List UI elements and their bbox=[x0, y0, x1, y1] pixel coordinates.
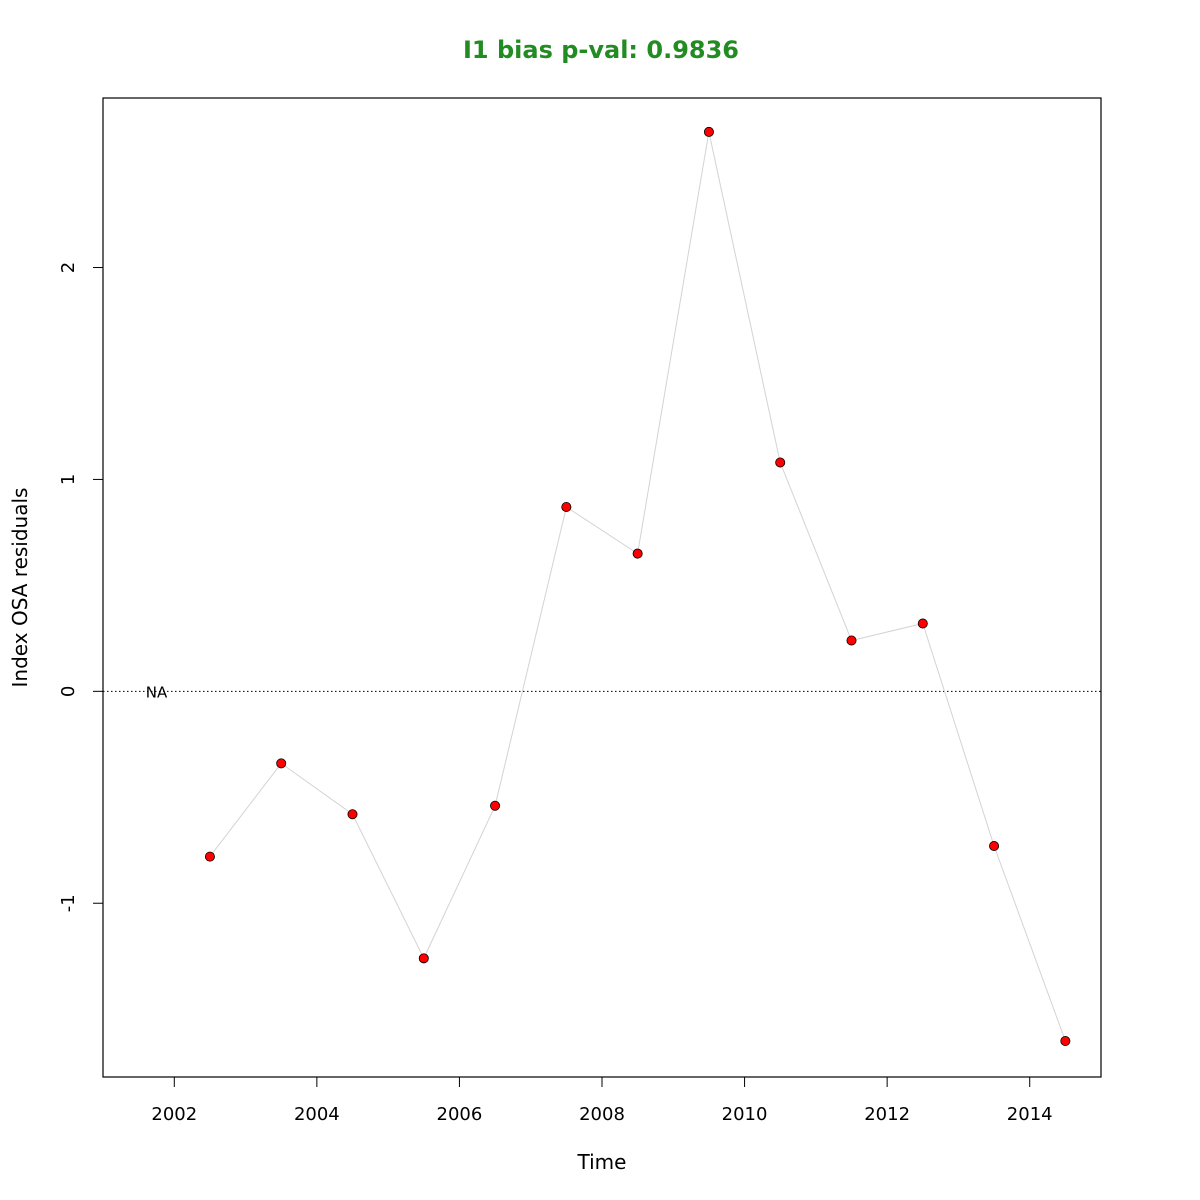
data-point-4 bbox=[418, 953, 429, 964]
data-point-13 bbox=[1060, 1035, 1071, 1046]
x-tick-label: 2010 bbox=[722, 1104, 768, 1125]
y-axis: -1 0 1 2 bbox=[58, 262, 103, 912]
x-tick-label: 2008 bbox=[579, 1104, 625, 1125]
y-tick-label: -1 bbox=[58, 894, 79, 912]
data-point-9 bbox=[775, 457, 786, 468]
data-point-12 bbox=[989, 841, 1000, 852]
y-tick-label: 2 bbox=[58, 262, 79, 273]
x-axis-label: Time bbox=[577, 1150, 627, 1174]
data-point-6 bbox=[561, 501, 572, 512]
chart-title: I1 bias p-val: 0.9836 bbox=[463, 36, 739, 64]
x-tick-label: 2004 bbox=[294, 1104, 340, 1125]
plot-area: NA bbox=[103, 126, 1101, 1046]
y-tick-label: 1 bbox=[58, 474, 79, 485]
x-tick-label: 2014 bbox=[1007, 1104, 1053, 1125]
y-tick-label: 0 bbox=[58, 686, 79, 697]
series-line bbox=[209, 131, 1066, 1042]
data-point-3 bbox=[347, 809, 358, 820]
data-point-7 bbox=[632, 548, 643, 559]
x-tick-label: 2006 bbox=[437, 1104, 483, 1125]
x-tick-label: 2002 bbox=[151, 1104, 197, 1125]
data-point-2 bbox=[276, 758, 287, 769]
x-axis: 2002 2004 2006 2008 2010 2012 2014 bbox=[151, 1077, 1053, 1125]
na-annotation: NA bbox=[146, 683, 168, 701]
data-point-5 bbox=[490, 800, 501, 811]
data-point-10 bbox=[846, 635, 857, 646]
data-point-11 bbox=[917, 618, 928, 629]
y-axis-label: Index OSA residuals bbox=[8, 488, 32, 688]
plot-frame bbox=[102, 97, 1102, 1078]
x-tick-label: 2012 bbox=[864, 1104, 910, 1125]
data-point-1 bbox=[204, 851, 215, 862]
data-point-8 bbox=[703, 126, 714, 137]
